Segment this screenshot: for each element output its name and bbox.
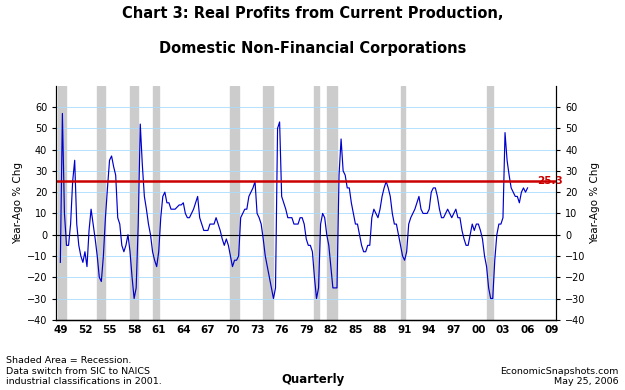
Bar xyxy=(263,86,274,320)
Text: Domestic Non-Financial Corporations: Domestic Non-Financial Corporations xyxy=(159,41,466,56)
Bar xyxy=(314,86,319,320)
Bar xyxy=(98,86,106,320)
Bar xyxy=(152,86,159,320)
Text: EconomicSnapshots.com
May 25, 2006: EconomicSnapshots.com May 25, 2006 xyxy=(501,367,619,386)
Bar xyxy=(58,86,66,320)
Bar xyxy=(327,86,337,320)
Y-axis label: Year-Ago % Chg: Year-Ago % Chg xyxy=(590,162,600,244)
Bar xyxy=(401,86,404,320)
Y-axis label: Year-Ago % Chg: Year-Ago % Chg xyxy=(12,162,22,244)
Text: Quarterly: Quarterly xyxy=(281,373,344,386)
Bar xyxy=(231,86,239,320)
Text: 25.3: 25.3 xyxy=(538,176,563,186)
Bar xyxy=(487,86,492,320)
Text: Chart 3: Real Profits from Current Production,: Chart 3: Real Profits from Current Produ… xyxy=(122,6,503,21)
Text: Shaded Area = Recession.
Data switch from SIC to NAICS
industrial classification: Shaded Area = Recession. Data switch fro… xyxy=(6,356,162,386)
Bar xyxy=(130,86,138,320)
